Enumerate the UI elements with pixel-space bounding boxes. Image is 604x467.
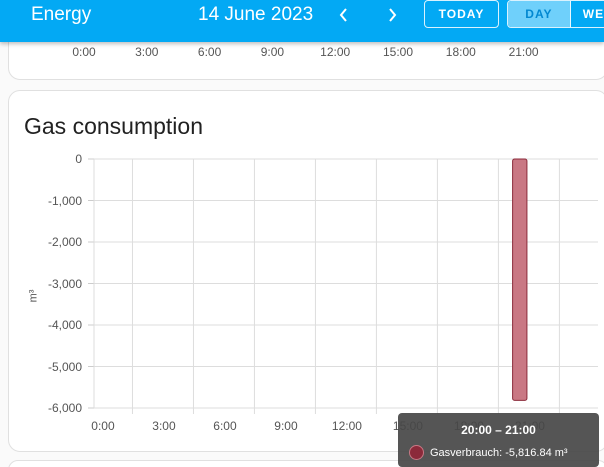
y-tick-label: -1,000 — [47, 193, 82, 208]
x-tick-label: 3:00 — [152, 419, 176, 433]
next-day-button[interactable] — [380, 3, 404, 27]
card-title: Gas consumption — [24, 113, 203, 139]
period-week-button[interactable]: WE — [582, 7, 604, 21]
y-tick-label: -3,000 — [47, 276, 82, 291]
x-tick-label: 0:00 — [91, 419, 115, 433]
previous-x-tick-label: 21:00 — [508, 45, 539, 59]
chevron-left-icon — [339, 8, 347, 22]
previous-x-tick-label: 3:00 — [135, 45, 159, 59]
previous-x-tick-label: 18:00 — [445, 45, 476, 59]
previous-chart-x-axis: 0:00 3:00 6:00 9:00 12:00 15:00 18:00 21:00 — [0, 45, 604, 59]
today-button[interactable]: TODAY — [424, 0, 499, 28]
period-selector: DAY WE — [507, 0, 604, 28]
chevron-right-icon — [389, 8, 397, 22]
tooltip-title: 20:00 – 21:00 — [461, 423, 536, 437]
tooltip-row: Gasverbrauch: -5,816.84 m³ — [409, 445, 568, 460]
bar-gasverbrauch — [512, 158, 528, 401]
y-tick-label: -6,000 — [47, 401, 82, 415]
y-tick-label: -4,000 — [47, 318, 82, 332]
previous-day-button[interactable] — [332, 3, 356, 27]
gas-consumption-card — [8, 90, 604, 452]
previous-x-tick-label: 9:00 — [260, 45, 285, 59]
y-tick-label: 0 — [75, 152, 82, 166]
x-tick-label: 6:00 — [213, 419, 237, 433]
period-day-button[interactable]: DAY — [508, 1, 571, 27]
x-tick-label: 12:00 — [331, 419, 362, 433]
chart-tooltip: 20:00 – 21:00 Gasverbrauch: -5,816.84 m³ — [398, 413, 599, 467]
y-tick-label: -5,000 — [47, 359, 82, 374]
y-tick-label: -2,000 — [47, 235, 82, 249]
series-color-swatch — [409, 445, 424, 460]
app-title: Energy — [31, 4, 92, 25]
previous-x-tick-label: 12:00 — [320, 45, 351, 59]
previous-x-tick-label: 6:00 — [197, 45, 222, 59]
date-title: 14 June 2023 — [198, 4, 314, 25]
top-app-bar: Energy 14 June 2023 TODAY DAY WE — [0, 0, 604, 42]
x-tick-label: 9:00 — [274, 419, 298, 433]
previous-x-tick-label: 15:00 — [382, 45, 414, 59]
tooltip-value: Gasverbrauch: -5,816.84 m³ — [430, 446, 568, 459]
previous-x-tick-label: 0:00 — [72, 45, 96, 59]
